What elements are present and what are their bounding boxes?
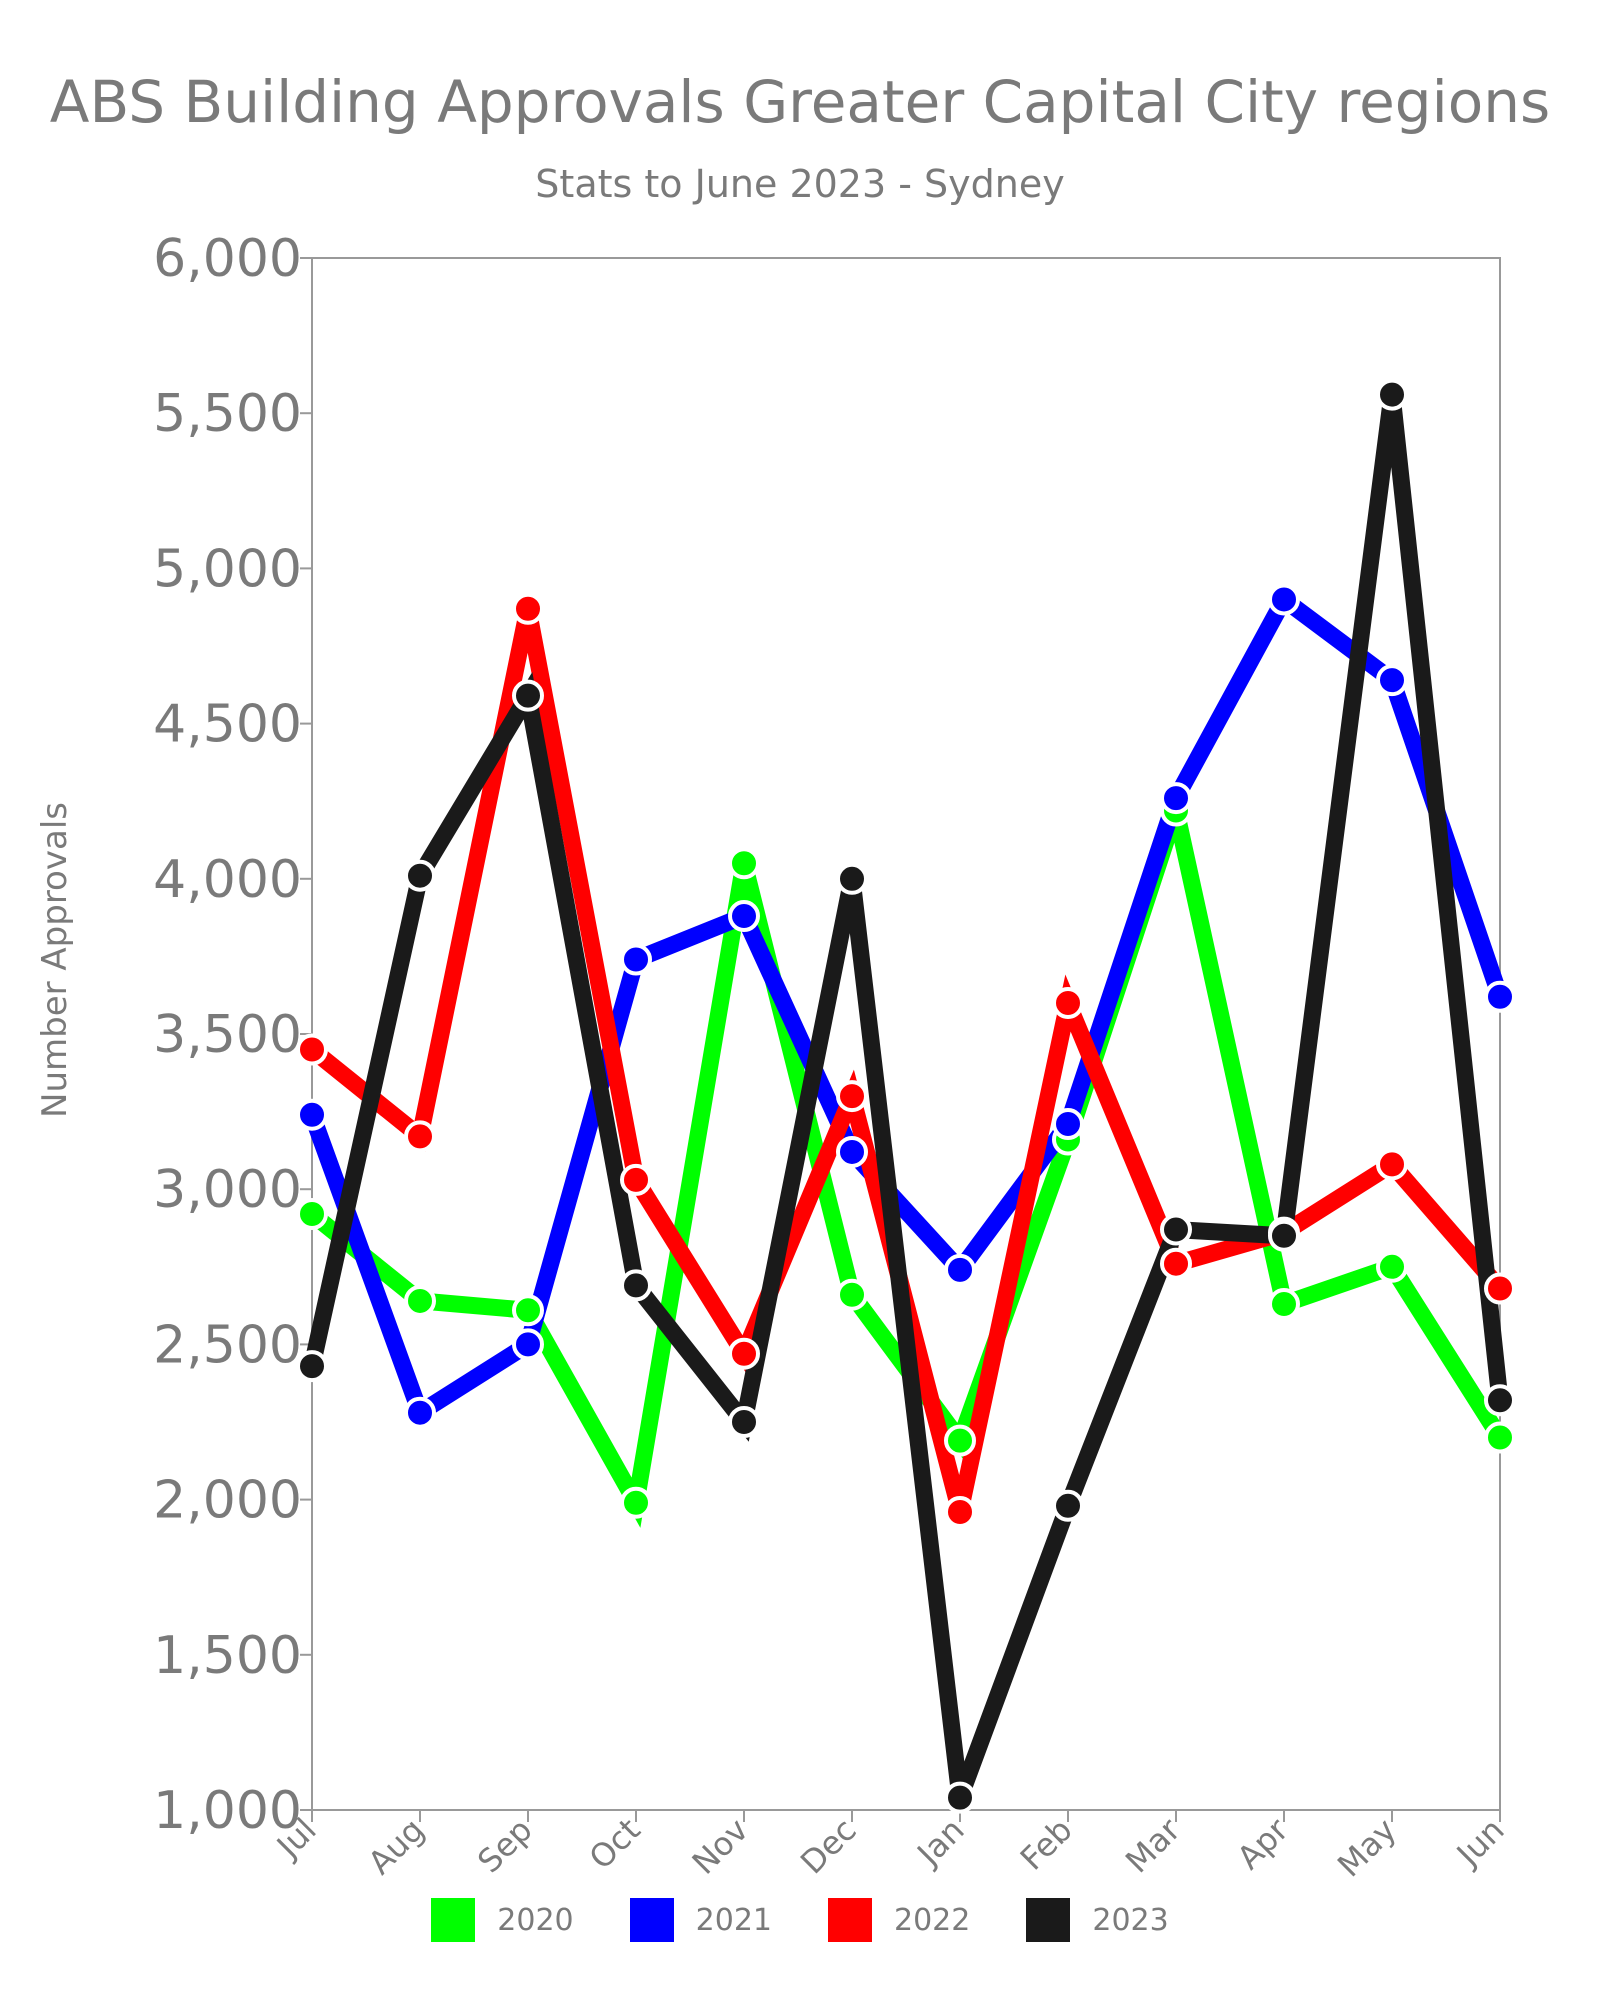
data-point-2021[interactable] [1484, 980, 1516, 1013]
data-point-2021[interactable] [620, 943, 652, 976]
data-point-2023[interactable] [944, 1781, 976, 1814]
x-tick-label: Jun [1448, 1811, 1512, 1875]
y-tick-label: 4,500 [153, 695, 302, 755]
data-point-2021[interactable] [512, 1328, 544, 1361]
data-point-2022[interactable] [836, 1080, 868, 1113]
legend-item-2023[interactable]: 2023 [1026, 1898, 1169, 1942]
data-point-2022[interactable] [404, 1120, 436, 1153]
x-tick-label: Jan [908, 1811, 971, 1874]
y-tick-label: 3,500 [153, 1005, 302, 1065]
data-point-2022[interactable] [296, 1033, 328, 1066]
data-point-2021[interactable] [1376, 664, 1408, 697]
data-point-2021[interactable] [404, 1396, 436, 1429]
data-point-2022[interactable] [1160, 1247, 1192, 1280]
legend-label: 2023 [1092, 1902, 1169, 1938]
data-point-2023[interactable] [620, 1269, 652, 1302]
y-tick-label: 2,500 [153, 1315, 302, 1375]
data-point-2020[interactable] [1376, 1250, 1408, 1283]
y-tick-label: 2,000 [153, 1471, 302, 1531]
legend-label: 2020 [497, 1902, 574, 1938]
data-point-2021[interactable] [1268, 583, 1300, 616]
legend-swatch [1026, 1898, 1071, 1942]
y-tick-label: 3,000 [153, 1160, 302, 1220]
chart-legend: 2020 2021 2022 2023 [0, 1898, 1600, 1942]
data-point-2020[interactable] [512, 1294, 544, 1327]
legend-item-2021[interactable]: 2021 [629, 1898, 772, 1942]
data-point-2022[interactable] [620, 1163, 652, 1196]
data-point-2020[interactable] [944, 1424, 976, 1457]
data-point-2023[interactable] [404, 859, 436, 892]
data-point-2021[interactable] [1052, 1108, 1084, 1141]
x-tick-label: Oct [582, 1811, 648, 1877]
x-tick-label: Apr [1230, 1810, 1297, 1877]
y-tick-label: 1,000 [153, 1781, 302, 1841]
data-point-2022[interactable] [1484, 1272, 1516, 1305]
data-point-2023[interactable] [728, 1406, 760, 1438]
data-point-2021[interactable] [728, 900, 760, 933]
chart-title: ABS Building Approvals Greater Capital C… [49, 68, 1551, 136]
x-tick-label: Feb [1013, 1811, 1080, 1878]
y-axis-label: Number Approvals [35, 802, 75, 1118]
data-point-2023[interactable] [512, 679, 544, 712]
data-point-2023[interactable] [1160, 1213, 1192, 1246]
legend-label: 2021 [695, 1902, 772, 1938]
chart-subtitle: Stats to June 2023 - Sydney [535, 162, 1065, 206]
x-tick-label: Mar [1118, 1810, 1188, 1880]
y-tick-label: 6,000 [153, 229, 302, 289]
legend-swatch [828, 1898, 872, 1942]
data-point-2020[interactable] [404, 1284, 436, 1317]
data-point-2023[interactable] [1484, 1384, 1516, 1417]
legend-item-2022[interactable]: 2022 [828, 1898, 970, 1942]
legend-item-2020[interactable]: 2020 [431, 1898, 574, 1942]
data-point-2021[interactable] [944, 1253, 976, 1286]
data-point-2023[interactable] [296, 1350, 328, 1383]
data-point-2021[interactable] [296, 1098, 328, 1131]
data-point-2022[interactable] [1052, 986, 1084, 1019]
data-point-2022[interactable] [512, 592, 544, 625]
series-line-2023 [303, 393, 1509, 1801]
x-tick-label: Dec [793, 1811, 864, 1882]
legend-label: 2022 [894, 1902, 971, 1938]
data-point-2020[interactable] [836, 1278, 868, 1311]
data-point-2020[interactable] [296, 1198, 328, 1231]
data-point-2023[interactable] [836, 862, 868, 895]
y-tick-label: 4,000 [153, 850, 302, 910]
data-point-2020[interactable] [1484, 1421, 1516, 1454]
legend-swatch [431, 1898, 476, 1942]
data-point-2023[interactable] [1376, 378, 1408, 411]
data-point-2020[interactable] [620, 1486, 652, 1519]
series-line-2021 [304, 586, 1509, 1426]
data-point-2021[interactable] [1160, 782, 1192, 815]
legend-swatch [629, 1898, 674, 1942]
y-tick-label: 5,000 [153, 539, 302, 599]
data-point-2023[interactable] [1268, 1219, 1300, 1252]
y-tick-label: 1,500 [153, 1626, 302, 1686]
data-point-2022[interactable] [944, 1496, 976, 1529]
x-tick-label: Sep [470, 1811, 540, 1881]
data-point-2020[interactable] [1268, 1288, 1300, 1321]
data-point-2022[interactable] [728, 1337, 760, 1370]
data-point-2022[interactable] [1376, 1148, 1408, 1181]
x-tick-label: Nov [685, 1811, 756, 1882]
y-tick-label: 5,500 [153, 384, 302, 444]
data-point-2023[interactable] [1052, 1489, 1084, 1522]
data-point-2020[interactable] [728, 847, 760, 880]
data-point-2021[interactable] [836, 1135, 868, 1168]
plot-area [311, 257, 1501, 1811]
